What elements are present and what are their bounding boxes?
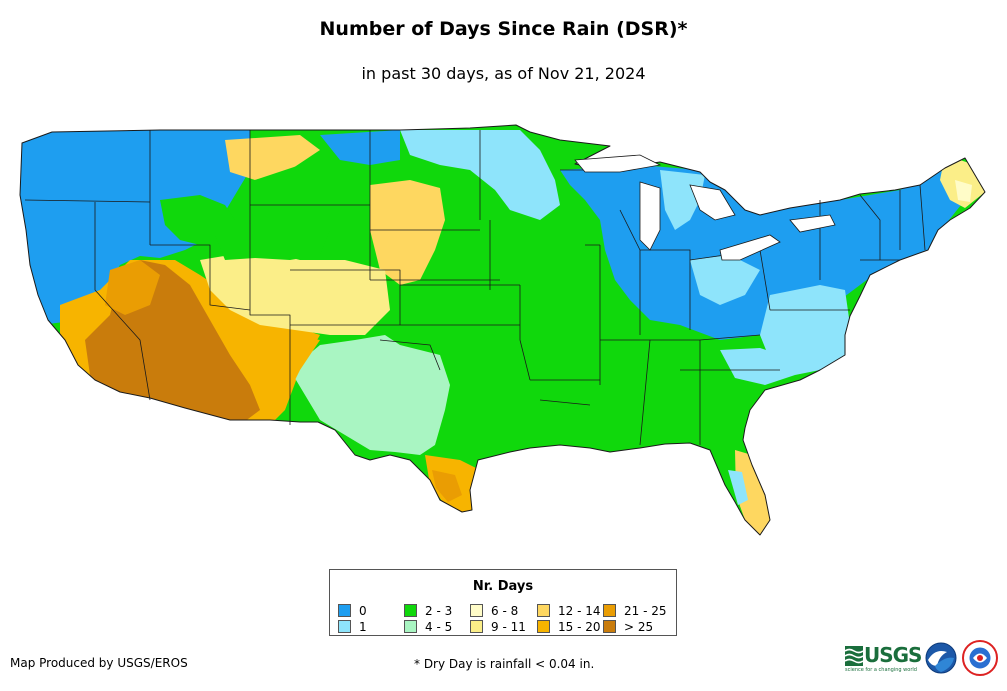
usgs-wave-icon — [845, 646, 863, 666]
region-florida-lightblue — [728, 470, 748, 505]
dry-day-footnote: * Dry Day is rainfall < 0.04 in. — [414, 657, 595, 671]
legend-item-4: 6 - 8 — [470, 604, 518, 618]
legend-item-7: 15 - 20 — [537, 620, 601, 634]
region-montana-blue — [320, 130, 400, 165]
region-florida-yellow — [735, 450, 770, 535]
region-sw-deeporange — [105, 260, 160, 315]
region-colorado-green — [215, 220, 330, 260]
legend-item-1: 1 — [338, 620, 367, 634]
legend-item-8: 21 - 25 — [603, 604, 667, 618]
legend-swatch — [404, 604, 417, 617]
region-plains-yellow — [370, 180, 445, 285]
legend-item-3: 4 - 5 — [404, 620, 452, 634]
dsr-map — [19, 124, 986, 536]
legend-swatch — [537, 604, 550, 617]
legend-item-6: 12 - 14 — [537, 604, 601, 618]
legend-swatch — [338, 620, 351, 633]
usgs-tagline: science for a changing world — [845, 667, 917, 673]
legend-item-2: 2 - 3 — [404, 604, 452, 618]
legend-swatch — [470, 604, 483, 617]
noaa-logo-icon — [925, 642, 957, 674]
legend-swatch — [603, 620, 616, 633]
legend-swatch — [537, 620, 550, 633]
legend: Nr. Days 0 1 2 - 3 4 - 5 6 - 8 9 - 11 12… — [329, 569, 677, 636]
region-idaho-green — [160, 195, 235, 245]
legend-item-5: 9 - 11 — [470, 620, 526, 634]
legend-swatch — [404, 620, 417, 633]
usgs-logo: USGS science for a changing world — [845, 643, 922, 674]
usgs-wordmark: USGS — [864, 643, 922, 667]
region-midatlantic-lightblue — [760, 285, 850, 375]
region-georgia-green — [705, 410, 745, 450]
state-borders — [19, 124, 986, 536]
legend-title: Nr. Days — [472, 579, 534, 594]
region-ohio-lightblue — [690, 255, 760, 305]
region-greatlakes-blue — [560, 165, 965, 340]
legend-swatch — [603, 604, 616, 617]
region-montana-orange — [225, 135, 320, 180]
map-title: Number of Days Since Rain (DSR)* — [319, 18, 688, 40]
legend-swatch — [338, 604, 351, 617]
region-carolina-lightblue — [720, 348, 795, 385]
region-utah-yellow — [200, 250, 390, 335]
map-credit: Map Produced by USGS/EROS — [10, 656, 188, 670]
region-south-texas-brown — [432, 470, 462, 502]
region-michigan-lightblue — [660, 170, 705, 230]
nws-logo-icon — [962, 640, 998, 676]
legend-item-9: > 25 — [603, 620, 653, 634]
region-northwest-blue — [20, 125, 250, 325]
map-subtitle: in past 30 days, as of Nov 21, 2024 — [361, 64, 646, 83]
region-texas-mint — [290, 335, 450, 455]
great-lakes — [574, 154, 836, 261]
legend-swatch — [470, 620, 483, 633]
region-nm-amber — [250, 335, 320, 400]
region-maine-lightyellow — [955, 180, 972, 202]
legend-item-0: 0 — [338, 604, 367, 618]
region-montana-green — [250, 165, 360, 215]
